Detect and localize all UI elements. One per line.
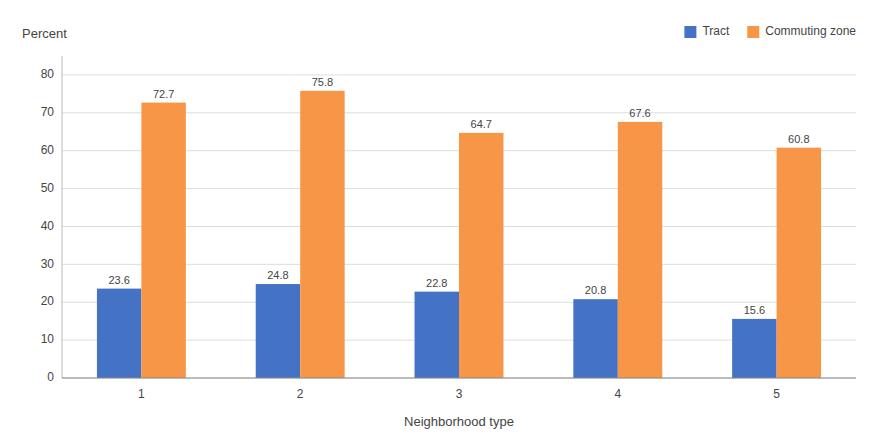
y-tick-label: 30 [41,257,55,271]
legend-item: Commuting zone [747,24,856,38]
x-tick-label: 1 [138,387,145,401]
x-ticks: 1 2 3 4 5 [138,387,780,401]
y-tick-label: 20 [41,294,55,308]
grid-line [62,378,856,379]
y-axis-label: Percent [22,26,67,41]
grid-line [62,74,856,75]
bar [415,292,459,378]
data-label: 64.7 [471,118,492,130]
y-tick-label: 0 [47,370,54,384]
y-axis-line [62,56,63,378]
data-label: 75.8 [312,76,333,88]
chart-svg: 0 10 20 30 40 50 60 70 80 23.6 24.8 22.8 20.8 15.6 72.… [0,0,880,440]
legend-swatch [684,26,696,38]
y-tick-label: 70 [41,105,55,119]
x-tick-label: 3 [456,387,463,401]
x-axis-label: Neighborhood type [404,414,514,429]
legend-item: Tract [684,24,730,38]
legend-label: Commuting zone [765,24,856,38]
data-label: 60.8 [788,133,809,145]
data-labels: 23.6 24.8 22.8 20.8 15.6 72.7 75.8 64.7 67.6 60.8 [108,76,809,316]
x-tick-label: 4 [614,387,621,401]
bar [732,319,776,378]
bar [777,148,821,378]
bar [618,122,662,378]
bar [97,289,141,378]
x-tick-label: 2 [297,387,304,401]
y-tick-label: 40 [41,219,55,233]
bar [300,91,344,378]
y-tick-label: 10 [41,332,55,346]
bar [141,103,185,378]
data-label: 72.7 [153,88,174,100]
data-label: 67.6 [629,107,650,119]
bar [573,299,617,378]
data-label: 15.6 [744,304,765,316]
bars [97,91,821,378]
data-label: 24.8 [267,269,288,281]
legend-swatch [747,26,759,38]
bar [256,284,300,378]
x-tick-label: 5 [773,387,780,401]
y-tick-label: 80 [41,67,55,81]
legend-label: Tract [702,24,730,38]
y-tick-label: 60 [41,143,55,157]
y-ticks: 0 10 20 30 40 50 60 70 80 [41,67,55,384]
x-axis-line [62,378,856,379]
grid [62,75,856,378]
data-label: 23.6 [108,274,129,286]
chart-container: 0 10 20 30 40 50 60 70 80 23.6 24.8 22.8 20.8 15.6 72.… [0,0,880,440]
data-label: 22.8 [426,277,447,289]
legend: Tract Commuting zone [684,24,856,38]
data-label: 20.8 [585,284,606,296]
y-tick-label: 50 [41,181,55,195]
bar [459,133,503,378]
